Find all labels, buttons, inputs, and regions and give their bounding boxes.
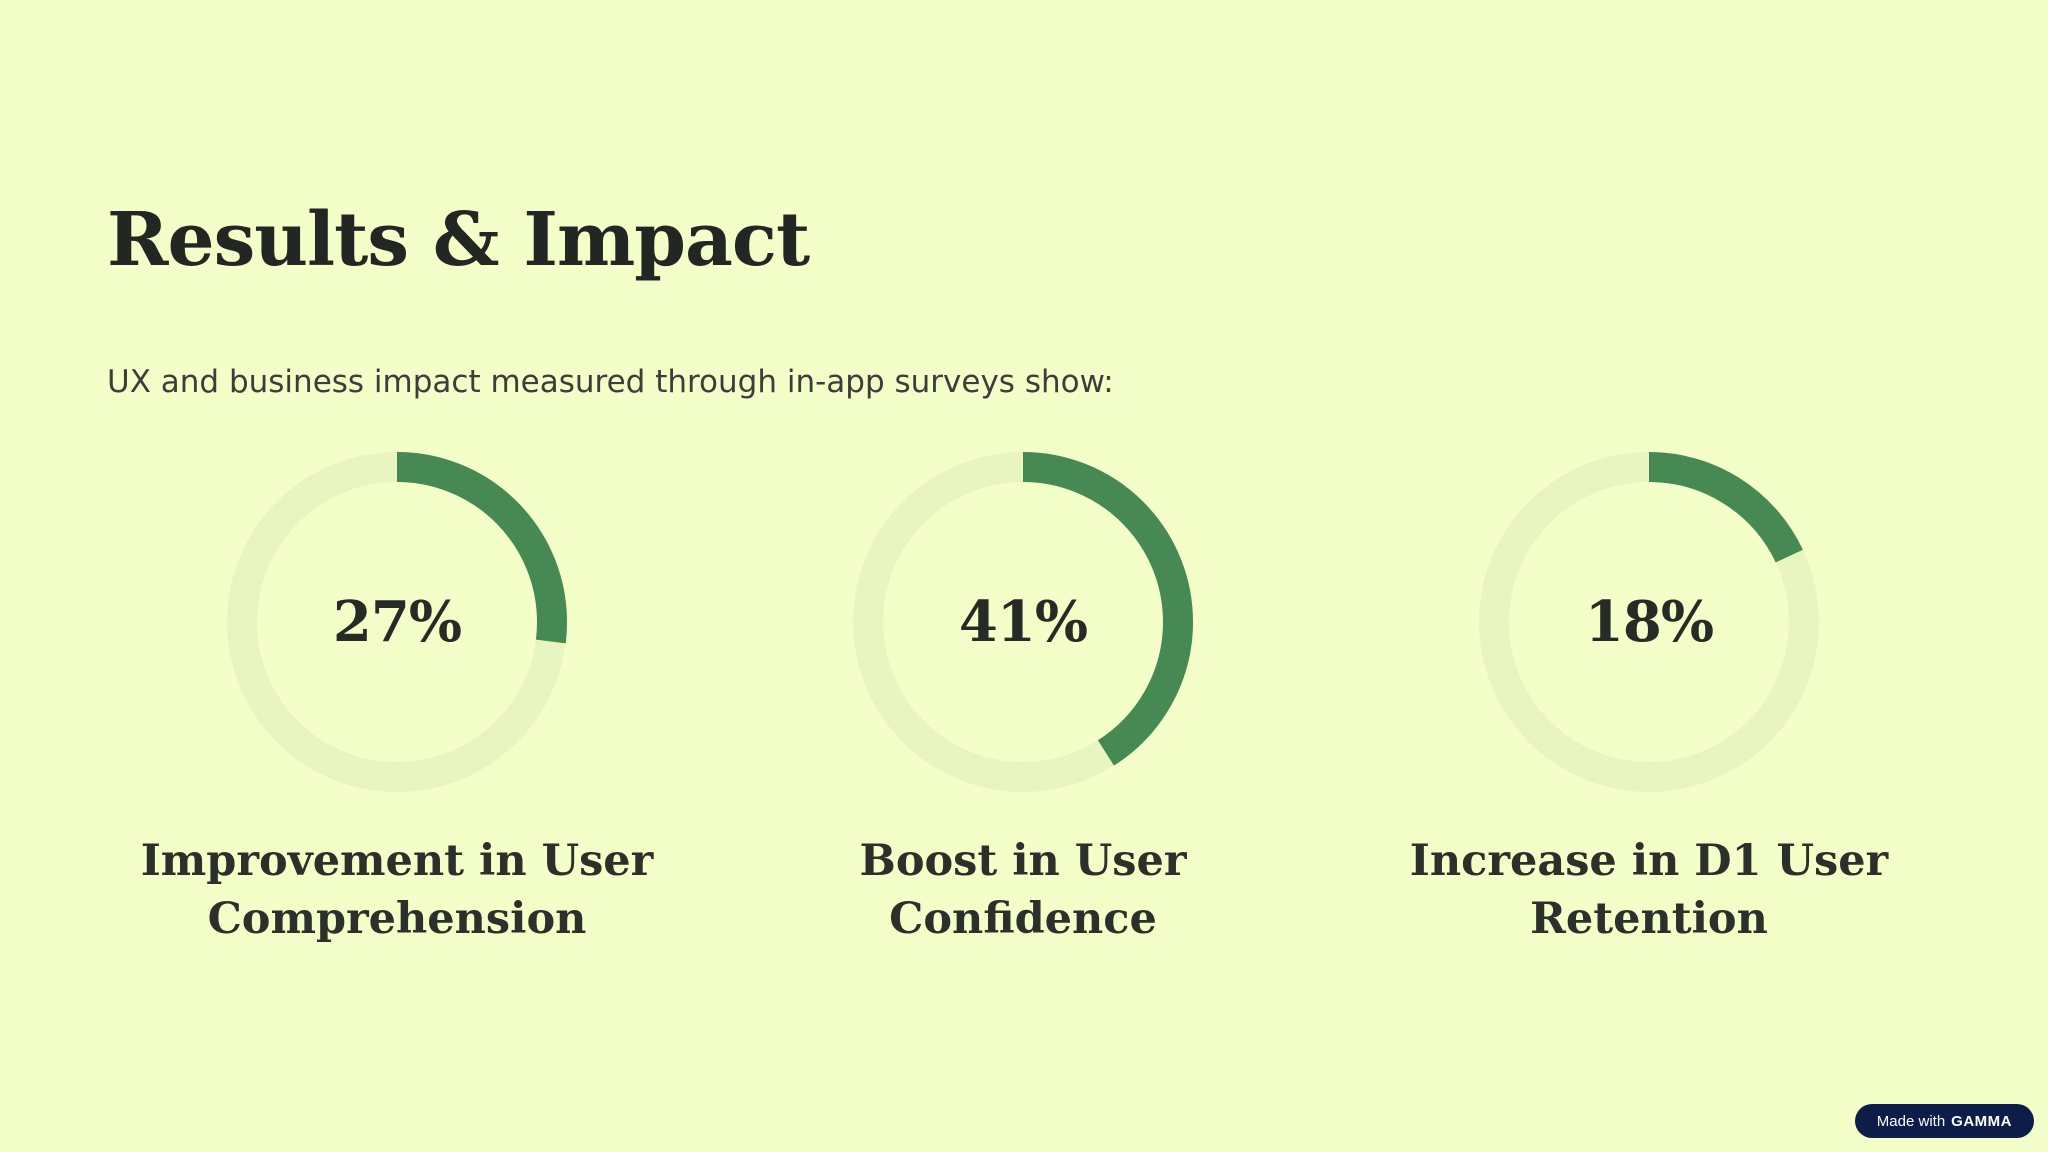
stat-label: Boost in User Confidence: [743, 832, 1303, 948]
slide-subtitle: UX and business impact measured through …: [107, 364, 1114, 400]
progress-ring: 41%: [853, 452, 1193, 792]
ring-fill: [1479, 452, 1819, 792]
stat-label-line2: Confidence: [889, 894, 1157, 944]
stat-label-line1: Increase in D1 User: [1409, 836, 1889, 886]
progress-ring-graphic: [227, 452, 567, 792]
slide-title: Results & Impact: [107, 197, 810, 283]
gamma-logo: GAMMA: [1951, 1112, 2012, 1130]
badge-prefix: Made with: [1876, 1112, 1946, 1130]
ring-fill: [853, 452, 1193, 792]
stat-label: Increase in D1 User Retention: [1369, 832, 1929, 948]
progress-ring: 27%: [227, 452, 567, 792]
progress-ring: 18%: [1479, 452, 1819, 792]
stat-label-line1: Improvement in User: [140, 836, 654, 886]
stat-label-line1: Boost in User: [859, 836, 1187, 886]
stat-value: 18%: [1584, 589, 1714, 655]
progress-ring-graphic: [853, 452, 1193, 792]
made-with-gamma-badge[interactable]: Made with GAMMA: [1854, 1104, 2034, 1138]
ring-fill: [227, 452, 567, 792]
stat-value: 27%: [332, 589, 462, 655]
progress-ring-graphic: [1479, 452, 1819, 792]
stat-label-line2: Retention: [1530, 894, 1768, 944]
stat-value: 41%: [958, 589, 1088, 655]
stat-label: Improvement in User Comprehension: [117, 832, 677, 948]
stat-label-line2: Comprehension: [207, 894, 587, 944]
